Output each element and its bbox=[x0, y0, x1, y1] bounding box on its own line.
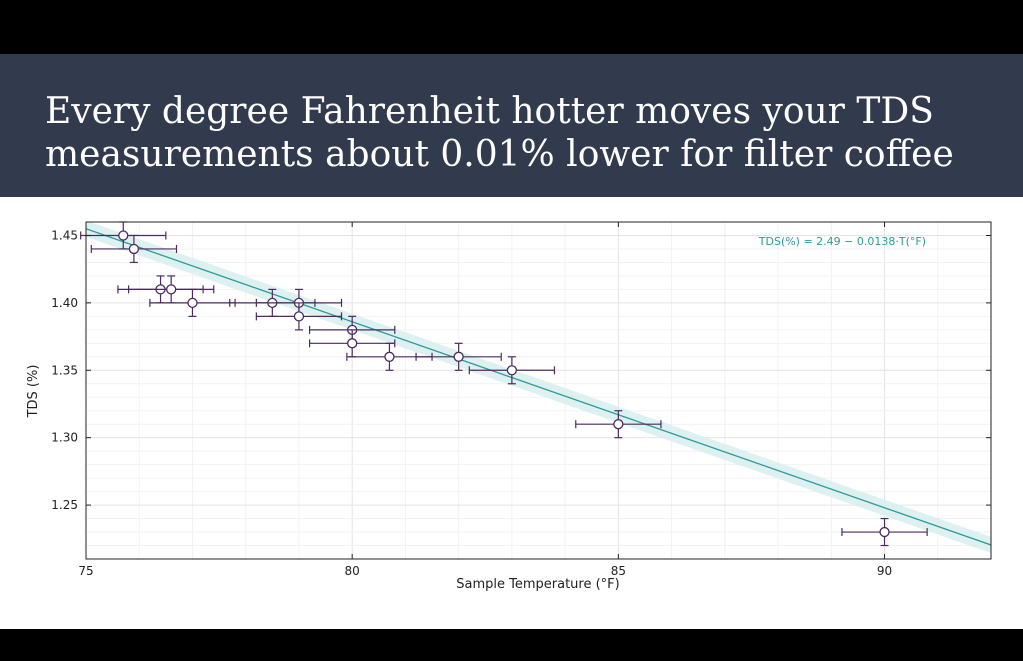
data-point bbox=[841, 517, 928, 547]
marker bbox=[879, 526, 890, 538]
slide-title-line-1: Every degree Fahrenheit hotter moves you… bbox=[45, 91, 934, 132]
x-tick-label: 75 bbox=[78, 564, 93, 578]
x-tick-label: 80 bbox=[345, 564, 360, 578]
marker bbox=[166, 284, 177, 295]
x-axis-label: Sample Temperature (°F) bbox=[456, 577, 619, 592]
marker bbox=[384, 351, 395, 362]
title-band: Every degree Fahrenheit hotter moves you… bbox=[0, 54, 1023, 197]
marker bbox=[506, 365, 518, 376]
marker bbox=[347, 338, 358, 349]
marker bbox=[187, 297, 198, 309]
x-tick-label: 90 bbox=[877, 564, 892, 578]
fit-line-layer bbox=[86, 228, 991, 546]
grid bbox=[85, 221, 992, 560]
y-tick-label: 1.45 bbox=[51, 228, 78, 242]
marker bbox=[453, 351, 464, 362]
letterbox-top bbox=[0, 0, 1023, 54]
slide-title-line-2: measurements about 0.01% lower for filte… bbox=[45, 134, 954, 175]
data-points bbox=[80, 221, 928, 547]
fit-equation-annotation: TDS(%) = 2.49 − 0.0138·T(°F) bbox=[758, 235, 926, 248]
scatter-chart: 75 80 85 90 1.25 1.30 1.35 1.40 1.45 TDS(%) = 2.… bbox=[26, 221, 992, 592]
data-point bbox=[149, 288, 236, 317]
plot-area: 75 80 85 90 1.25 1.30 1.35 1.40 1.45 TDS(%) = 2.… bbox=[0, 197, 1023, 629]
slide-title: Every degree Fahrenheit hotter moves you… bbox=[45, 90, 1023, 176]
data-point bbox=[90, 234, 178, 264]
y-axis-label: TDS (%) bbox=[26, 365, 41, 419]
plot-frame bbox=[85, 221, 992, 560]
letterbox-bottom bbox=[0, 629, 1023, 661]
y-tick-label: 1.25 bbox=[51, 498, 78, 512]
data-point bbox=[127, 275, 215, 304]
y-tick-label: 1.40 bbox=[51, 296, 78, 310]
marker bbox=[128, 243, 140, 255]
marker bbox=[293, 311, 305, 322]
x-tick-label: 85 bbox=[611, 564, 626, 578]
data-point bbox=[415, 342, 502, 371]
marker bbox=[118, 230, 129, 241]
axis-ticks: 75 80 85 90 1.25 1.30 1.35 1.40 1.45 bbox=[51, 222, 991, 578]
y-tick-label: 1.35 bbox=[51, 363, 78, 377]
data-point bbox=[255, 302, 343, 331]
fit-line bbox=[86, 228, 991, 546]
data-point bbox=[575, 410, 662, 439]
data-point bbox=[468, 356, 556, 385]
marker bbox=[613, 419, 624, 430]
y-tick-label: 1.30 bbox=[51, 431, 78, 445]
